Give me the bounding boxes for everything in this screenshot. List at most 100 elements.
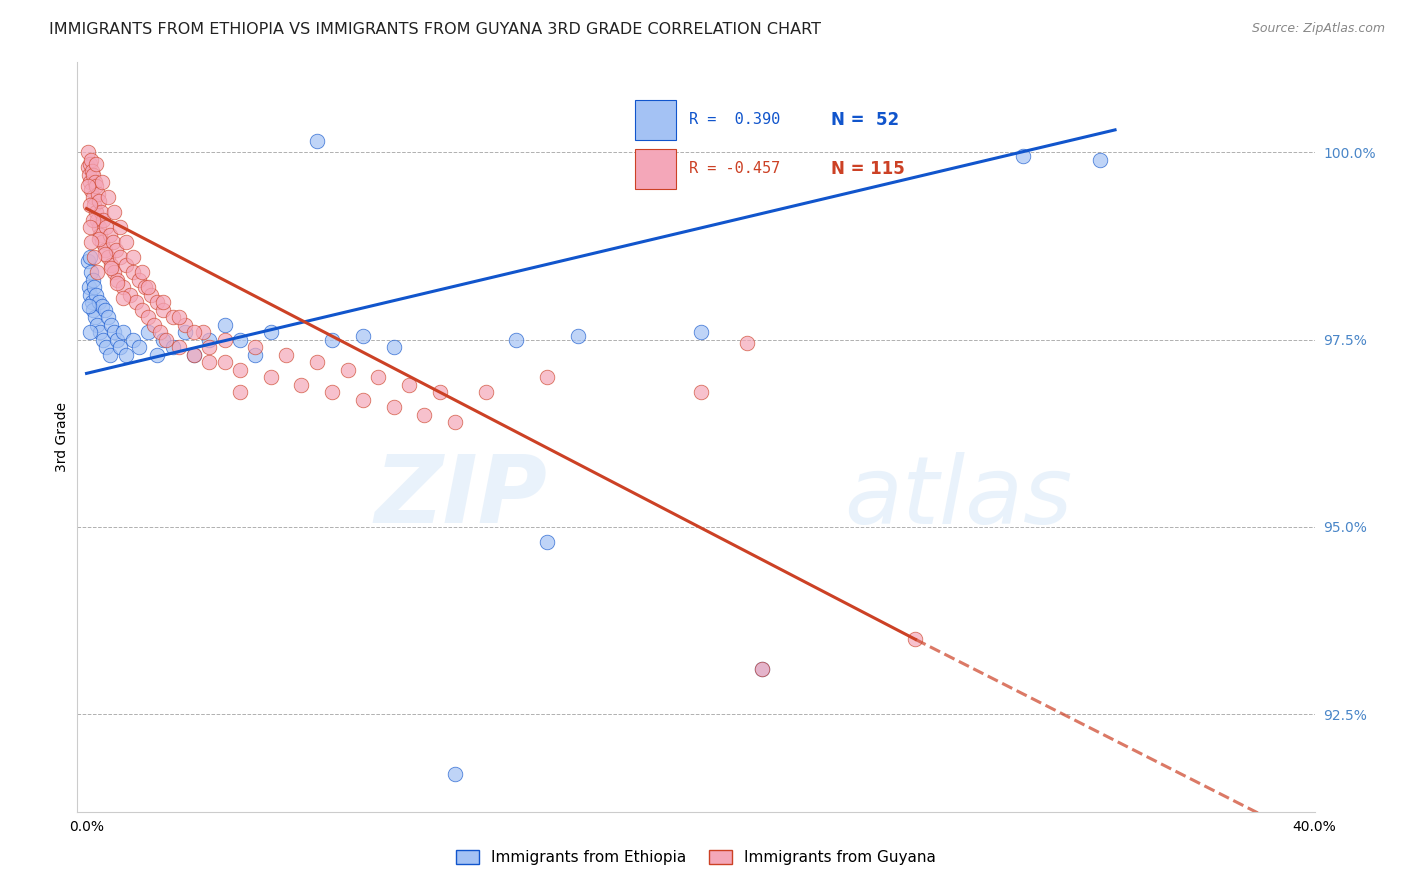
Point	[97, 250, 120, 264]
Point	[290, 377, 312, 392]
Point	[101, 235, 124, 250]
Point	[118, 287, 141, 301]
Point	[82, 168, 104, 182]
Point	[77, 168, 100, 182]
Point	[112, 325, 135, 339]
Point	[162, 340, 184, 354]
Point	[321, 333, 343, 347]
Point	[84, 156, 107, 170]
Point	[97, 190, 120, 204]
Point	[146, 348, 169, 362]
Point	[110, 220, 132, 235]
Point	[93, 212, 115, 227]
Point	[121, 333, 143, 347]
Point	[77, 280, 100, 294]
Point	[167, 310, 190, 325]
Point	[735, 336, 758, 351]
Point	[214, 333, 236, 347]
Point	[79, 287, 101, 301]
Point	[79, 198, 101, 212]
Point	[367, 370, 389, 384]
Point	[115, 258, 138, 272]
Point	[87, 295, 110, 310]
Point	[97, 310, 120, 325]
Point	[103, 265, 125, 279]
Point	[112, 292, 135, 306]
Point	[90, 205, 112, 219]
Point	[76, 145, 98, 160]
Point	[136, 325, 159, 339]
Point	[110, 250, 132, 264]
Point	[198, 333, 221, 347]
Point	[89, 194, 111, 208]
Text: ZIP: ZIP	[374, 451, 547, 543]
Point	[429, 385, 451, 400]
Text: atlas: atlas	[845, 451, 1073, 542]
Point	[103, 205, 125, 219]
Point	[229, 362, 252, 376]
Point	[505, 333, 527, 347]
Y-axis label: 3rd Grade: 3rd Grade	[55, 402, 69, 472]
Point	[112, 280, 135, 294]
Point	[1088, 153, 1111, 167]
Point	[214, 355, 236, 369]
Point	[121, 250, 143, 264]
Point	[90, 175, 112, 189]
Point	[80, 235, 103, 250]
Point	[398, 377, 420, 392]
Point	[136, 310, 159, 325]
Point	[751, 662, 773, 676]
Point	[84, 287, 107, 301]
Point	[103, 325, 125, 339]
Point	[124, 295, 146, 310]
Point	[82, 190, 104, 204]
Point	[336, 362, 359, 376]
Point	[128, 340, 150, 354]
Point	[84, 205, 107, 219]
Point	[904, 632, 927, 647]
Point	[689, 385, 711, 400]
Point	[79, 175, 101, 189]
Point	[79, 250, 101, 264]
Text: IMMIGRANTS FROM ETHIOPIA VS IMMIGRANTS FROM GUYANA 3RD GRADE CORRELATION CHART: IMMIGRANTS FROM ETHIOPIA VS IMMIGRANTS F…	[49, 22, 821, 37]
Point	[115, 235, 138, 250]
Point	[274, 348, 297, 362]
Point	[214, 318, 236, 332]
Point	[105, 333, 128, 347]
Point	[134, 280, 156, 294]
Point	[82, 273, 104, 287]
Point	[352, 329, 374, 343]
Legend: Immigrants from Ethiopia, Immigrants from Guyana: Immigrants from Ethiopia, Immigrants fro…	[450, 844, 942, 871]
Point	[260, 325, 283, 339]
Point	[183, 348, 205, 362]
Point	[90, 235, 112, 250]
Point	[86, 179, 108, 194]
Point	[83, 280, 105, 294]
Point	[146, 295, 169, 310]
Point	[96, 220, 118, 235]
Point	[1012, 149, 1035, 163]
Point	[305, 355, 328, 369]
Point	[105, 277, 128, 291]
Point	[382, 400, 405, 414]
Point	[105, 273, 128, 287]
Point	[143, 318, 166, 332]
Point	[110, 340, 132, 354]
Point	[173, 325, 195, 339]
Point	[84, 175, 107, 189]
Point	[79, 156, 101, 170]
Point	[139, 287, 162, 301]
Point	[86, 265, 108, 279]
Point	[444, 415, 467, 429]
Point	[444, 767, 467, 781]
Point	[121, 265, 143, 279]
Point	[93, 333, 115, 347]
Point	[131, 302, 153, 317]
Point	[567, 329, 589, 343]
Point	[173, 318, 195, 332]
Point	[83, 198, 105, 212]
Point	[245, 348, 267, 362]
Point	[321, 385, 343, 400]
Point	[260, 370, 283, 384]
Point	[100, 261, 122, 276]
